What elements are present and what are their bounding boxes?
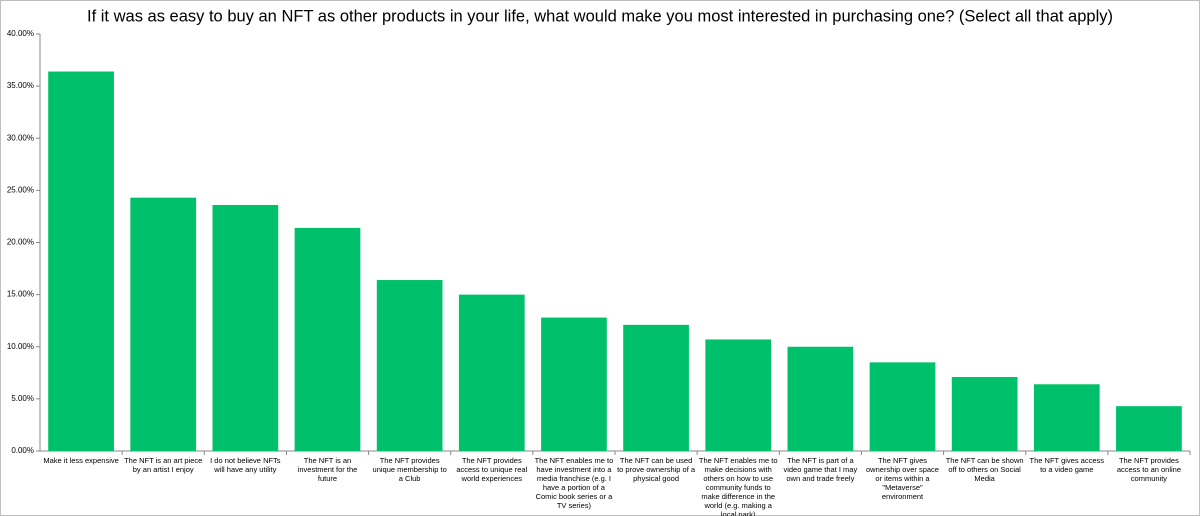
bar — [1033, 384, 1100, 451]
bar — [951, 376, 1018, 451]
bar — [376, 280, 443, 451]
x-tick-label: The NFT is an art piece by an artist I e… — [124, 456, 203, 474]
bar — [623, 324, 689, 451]
bar — [212, 204, 279, 451]
x-tick-label: The NFT enables me to make decisions wit… — [698, 456, 778, 516]
x-tick-label: The NFT can be used to prove ownership o… — [617, 456, 696, 483]
y-tick-label: 0.00% — [11, 446, 34, 455]
chart-title: If it was as easy to buy an NFT as other… — [87, 7, 1113, 25]
x-tick-label: The NFT gives ownership over space or it… — [866, 456, 939, 501]
x-tick-label: The NFT provides unique membership to a … — [372, 456, 447, 483]
y-tick-label: 20.00% — [7, 238, 34, 247]
bar — [869, 362, 936, 451]
x-tick-label: The NFT provides access to unique real w… — [456, 456, 528, 483]
y-tick-label: 10.00% — [7, 342, 34, 351]
bar — [130, 197, 197, 451]
y-tick-label: 35.00% — [7, 81, 34, 90]
y-tick-label: 40.00% — [7, 29, 34, 38]
x-tick-label: The NFT is an investment for the future — [297, 456, 358, 483]
y-tick-label: 5.00% — [11, 394, 34, 403]
x-tick-label: Make it less expensive — [43, 456, 119, 465]
x-tick-label: The NFT gives access to a video game — [1029, 456, 1105, 474]
x-tick-label: The NFT can be shown off to others on So… — [945, 456, 1024, 483]
bar — [705, 339, 772, 451]
y-tick-label: 30.00% — [7, 133, 34, 142]
bar — [294, 227, 361, 451]
x-tick-label: The NFT enables me to have investment in… — [534, 456, 614, 510]
x-tick-label: The NFT is part of a video game that I m… — [783, 456, 858, 483]
y-tick-label: 15.00% — [7, 290, 34, 299]
y-tick-label: 25.00% — [7, 185, 34, 194]
bar — [48, 71, 114, 451]
bar — [541, 317, 607, 451]
x-tick-label: I do not believe NFTs will have any util… — [210, 456, 281, 474]
bar — [458, 294, 525, 451]
bar — [1116, 406, 1182, 451]
x-tick-label: The NFT provides access to an online com… — [1116, 456, 1182, 483]
bar — [787, 346, 854, 451]
